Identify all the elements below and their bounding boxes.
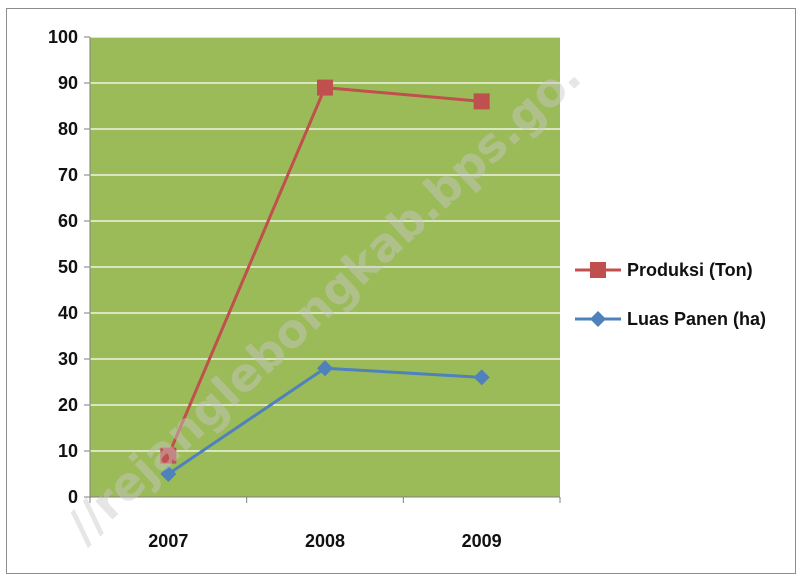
data-point-marker [317, 360, 333, 377]
y-tick-label: 100 [48, 27, 78, 47]
data-point-marker [473, 93, 490, 110]
data-point-marker [160, 466, 177, 482]
y-tick-label: 80 [58, 119, 78, 139]
legend-label: Produksi (Ton) [627, 260, 753, 280]
data-point-marker [473, 369, 490, 386]
legend-marker [590, 262, 606, 278]
y-tick-label: 90 [58, 73, 78, 93]
series-square [160, 79, 490, 464]
y-tick-label: 50 [58, 257, 78, 277]
y-tick-label: 0 [68, 487, 78, 507]
y-tick-label: 20 [58, 395, 78, 415]
legend-item: Produksi (Ton) [575, 260, 753, 280]
legend-marker [590, 311, 606, 327]
data-point-marker [317, 79, 333, 96]
x-tick-label: 2007 [148, 531, 188, 551]
gridlines [90, 36, 560, 452]
y-tick-label: 30 [58, 349, 78, 369]
x-axis-ticks: 2007 2008 2009 [89, 497, 561, 551]
y-tick-label: 40 [58, 303, 78, 323]
legend-label: Luas Panen (ha) [627, 309, 766, 329]
legend-item: Luas Panen (ha) [575, 309, 766, 329]
x-tick-label: 2009 [462, 531, 502, 551]
series-diamond [160, 360, 490, 482]
y-axis-ticks: 0 10 20 30 40 50 60 70 80 90 100 [48, 27, 90, 507]
y-tick-label: 10 [58, 441, 78, 461]
y-tick-label: 70 [58, 165, 78, 185]
legend: Produksi (Ton) Luas Panen (ha) [575, 260, 766, 329]
data-point-marker [160, 447, 177, 464]
y-tick-label: 60 [58, 211, 78, 231]
x-tick-label: 2008 [305, 531, 345, 551]
series-layer [160, 79, 490, 482]
